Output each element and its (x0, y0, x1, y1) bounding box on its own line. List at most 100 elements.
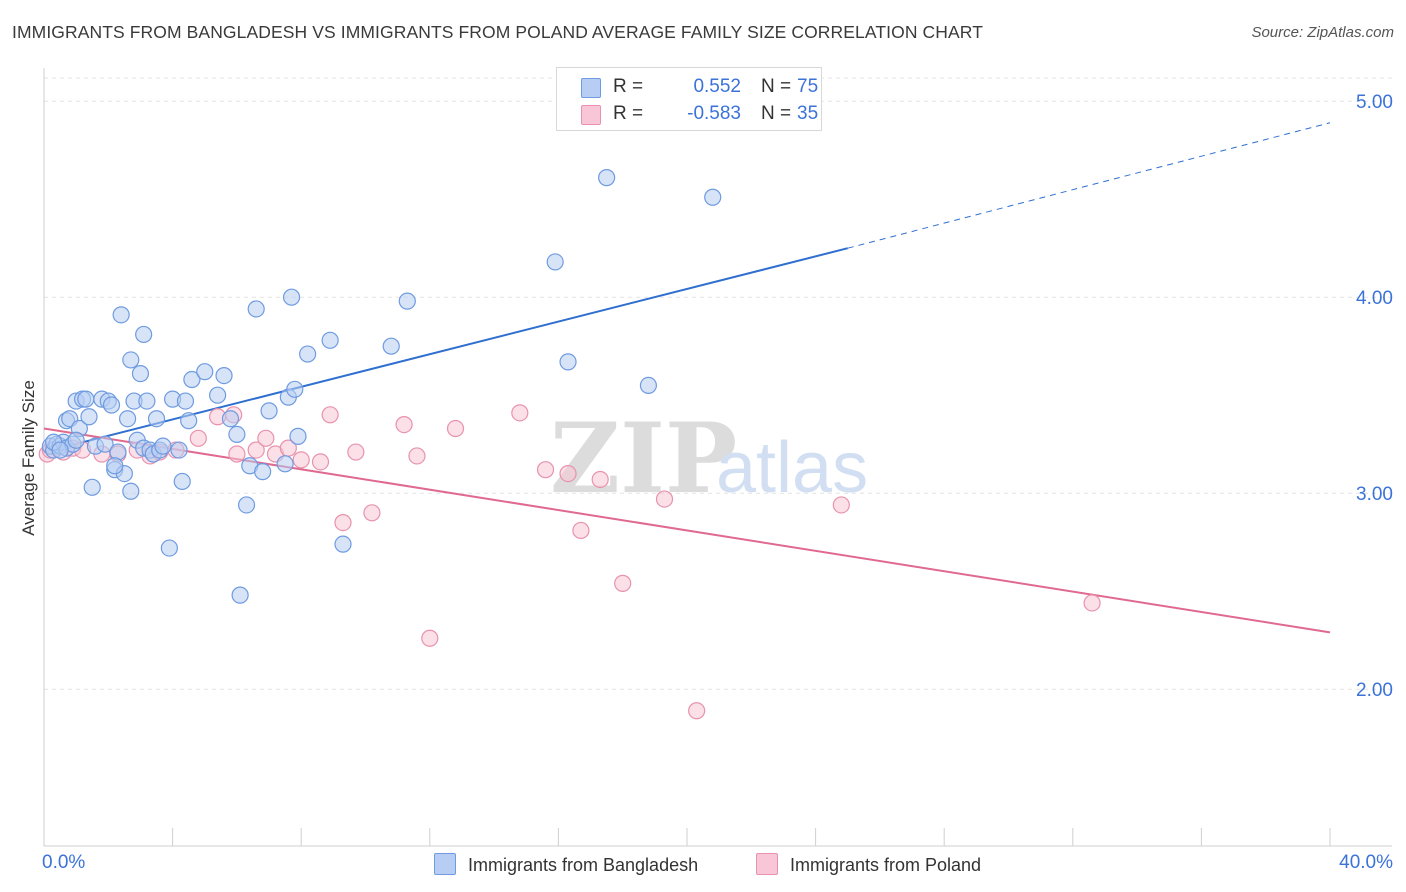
point-bangladesh (106, 457, 124, 475)
bottom-legend-poland: Immigrants from Poland (756, 853, 981, 875)
trendline-bangladesh-extension (847, 122, 1331, 249)
point-bangladesh (173, 472, 191, 491)
y-tick-label: 2.00 (1356, 680, 1393, 701)
point-poland (228, 445, 246, 463)
point-bangladesh (546, 253, 564, 271)
point-bangladesh (260, 402, 278, 420)
point-bangladesh (196, 363, 214, 381)
point-bangladesh (183, 370, 201, 389)
scatter-points (38, 169, 1101, 720)
point-poland (247, 441, 265, 459)
point-bangladesh (289, 427, 307, 445)
y-tick-label: 3.00 (1356, 484, 1393, 505)
bottom-legend-swatch-poland (756, 853, 778, 875)
point-bangladesh (282, 288, 301, 306)
legend-r-value: -0.583 (687, 103, 741, 124)
point-poland (189, 429, 207, 447)
watermark-zip: ZIP (550, 402, 737, 515)
trendlines (43, 122, 1331, 634)
point-bangladesh (639, 376, 658, 394)
point-bangladesh (154, 437, 172, 455)
point-poland (832, 496, 850, 514)
point-bangladesh (77, 390, 95, 408)
point-bangladesh (237, 496, 256, 514)
y-axis-label: Average Family Size (19, 380, 38, 536)
point-bangladesh (176, 392, 195, 410)
bottom-legend-label: Immigrants from Poland (790, 855, 982, 875)
point-bangladesh (276, 455, 294, 473)
y-tick-label: 4.00 (1356, 288, 1393, 309)
chart-title: IMMIGRANTS FROM BANGLADESH VS IMMIGRANTS… (12, 22, 983, 42)
point-poland (311, 453, 330, 471)
trendline-poland (43, 427, 1331, 634)
point-bangladesh (102, 396, 121, 414)
legend-swatch-poland (581, 105, 601, 125)
legend-swatch-bangladesh (581, 78, 601, 98)
point-bangladesh (131, 365, 150, 383)
point-bangladesh (170, 441, 188, 459)
point-bangladesh (80, 408, 98, 426)
point-bangladesh (598, 169, 616, 187)
source-credit: Source: ZipAtlas.com (1251, 24, 1394, 41)
point-bangladesh (382, 337, 400, 355)
point-poland (655, 490, 674, 508)
point-poland (511, 404, 529, 422)
point-bangladesh (112, 306, 130, 324)
legend-n-value: 75 (797, 76, 819, 97)
point-poland (321, 406, 339, 424)
point-bangladesh (160, 539, 178, 557)
point-bangladesh (96, 435, 114, 453)
point-poland (536, 461, 555, 479)
point-poland (572, 521, 590, 540)
bottom-legend-bangladesh: Immigrants from Bangladesh (434, 853, 698, 875)
point-poland (408, 447, 426, 465)
point-bangladesh (147, 410, 166, 428)
point-poland (292, 451, 310, 469)
point-bangladesh (254, 463, 272, 481)
watermark-atlas: atlas (716, 428, 868, 508)
point-bangladesh (51, 441, 69, 459)
legend-n-label: N = (761, 103, 792, 124)
point-poland (446, 419, 465, 438)
point-bangladesh (122, 351, 140, 369)
point-poland (395, 416, 413, 434)
point-bangladesh (221, 410, 240, 428)
point-poland (257, 429, 275, 447)
y-tick-label: 5.00 (1356, 92, 1393, 113)
tick-labels: 2.00 3.00 4.00 5.00 0.0% 40.0% (42, 92, 1393, 873)
point-bangladesh (180, 412, 198, 430)
point-bangladesh (334, 535, 352, 553)
bottom-legend-swatch-bangladesh (434, 853, 456, 875)
point-bangladesh (135, 325, 153, 344)
point-poland (559, 465, 577, 483)
trendline-bangladesh (43, 247, 848, 454)
legend-r-label: R = (613, 103, 644, 124)
point-bangladesh (215, 367, 233, 385)
point-poland (591, 470, 609, 489)
point-poland (347, 443, 365, 461)
bottom-legend-label: Immigrants from Bangladesh (468, 855, 699, 875)
point-bangladesh (122, 482, 140, 500)
point-poland (688, 702, 706, 720)
point-bangladesh (83, 478, 101, 496)
point-bangladesh (228, 425, 246, 443)
point-poland (363, 504, 381, 522)
point-bangladesh (286, 380, 304, 398)
watermark: ZIP atlas (550, 402, 868, 515)
point-bangladesh (209, 386, 227, 404)
point-poland (614, 574, 632, 592)
point-bangladesh (247, 300, 265, 318)
point-bangladesh (118, 410, 137, 428)
point-bangladesh (559, 353, 577, 371)
point-bangladesh (67, 431, 85, 449)
point-bangladesh (138, 392, 156, 410)
point-bangladesh (299, 345, 317, 363)
legend-r-label: R = (613, 76, 644, 97)
point-bangladesh (321, 331, 339, 349)
x-tick-label: 40.0% (1339, 852, 1393, 873)
legend-n-value: 35 (797, 103, 819, 124)
legend-r-value: 0.552 (693, 76, 741, 97)
point-bangladesh (398, 292, 416, 310)
point-bangladesh (231, 586, 249, 604)
